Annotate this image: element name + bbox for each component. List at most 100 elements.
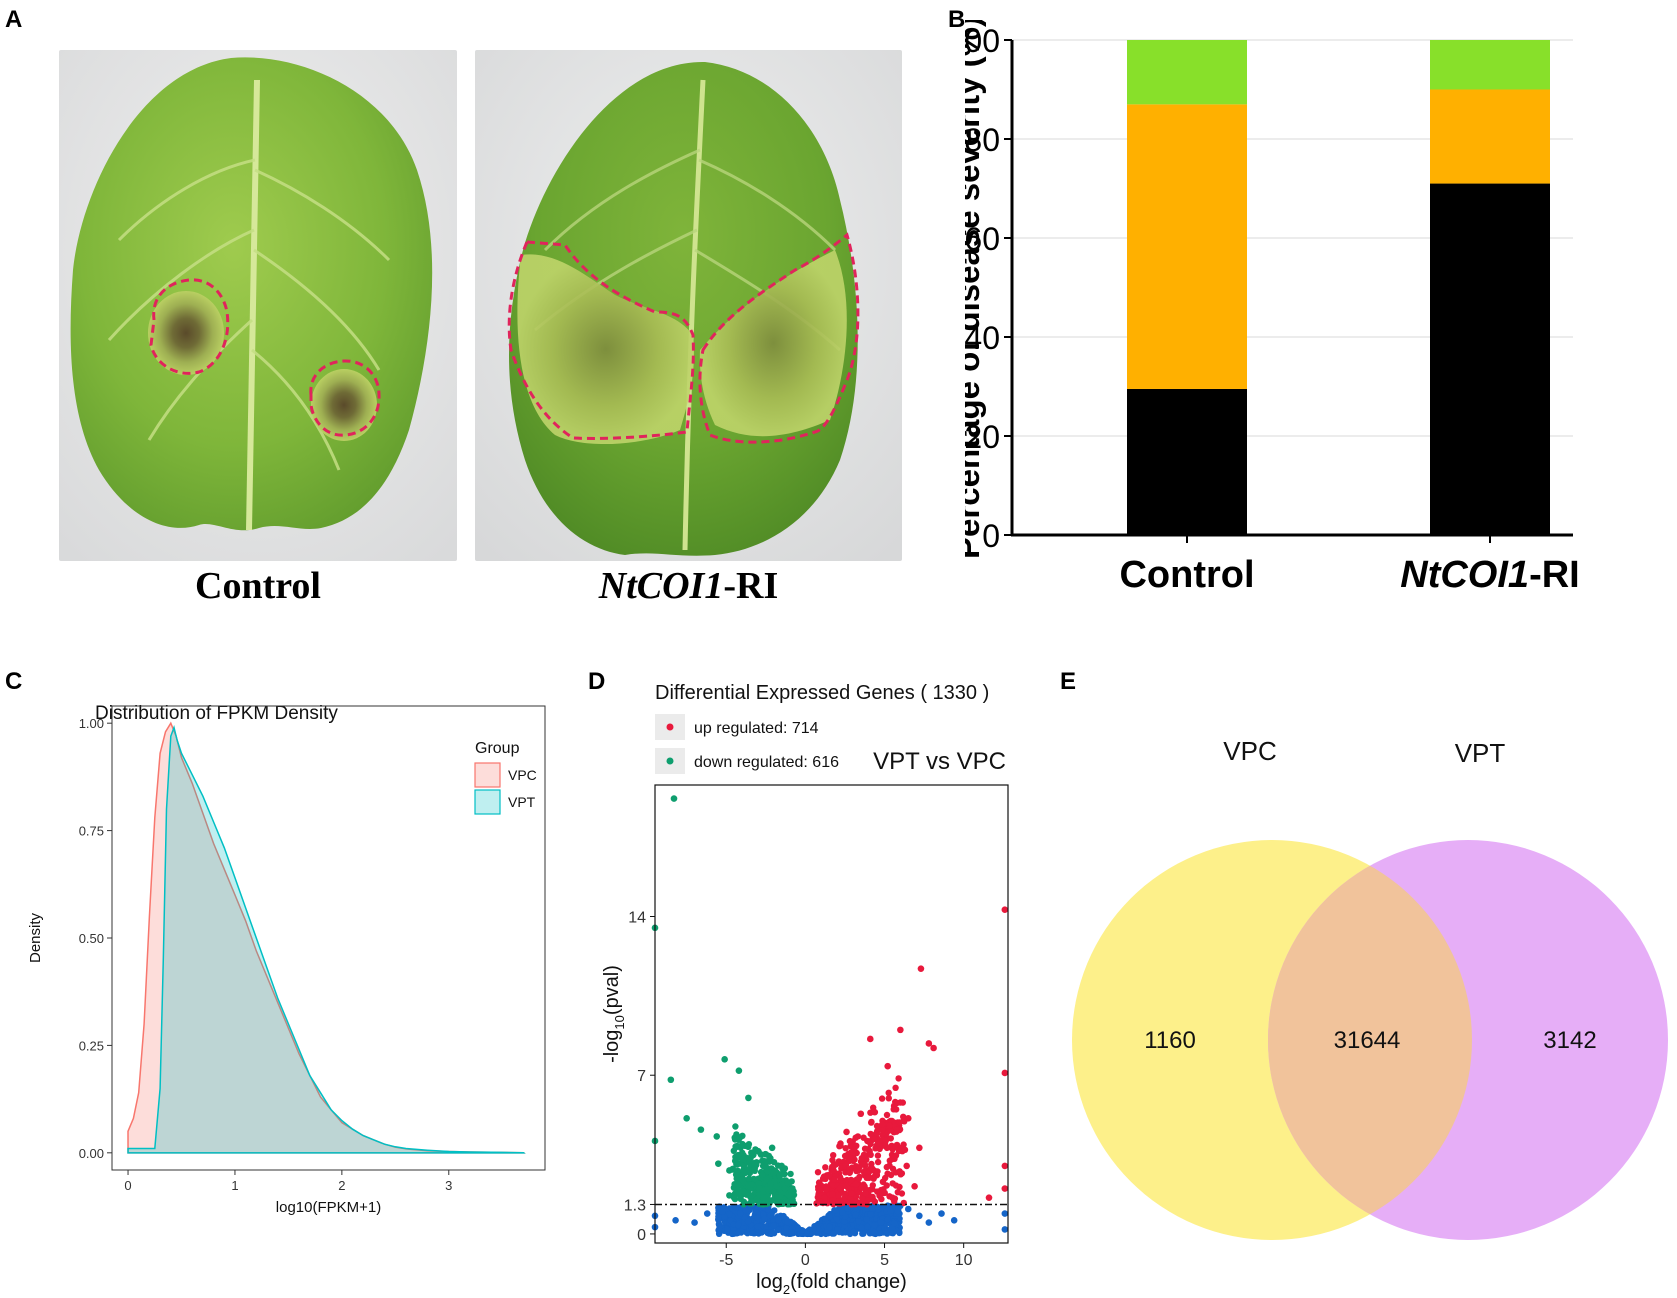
d-point-down	[768, 1144, 776, 1152]
d-point-ns	[742, 1207, 750, 1214]
d-point-up	[1001, 1162, 1009, 1170]
d-point-down	[787, 1170, 794, 1178]
d-point-down	[697, 1126, 705, 1133]
d-point-ns	[734, 1229, 742, 1237]
d-point-up	[883, 1111, 891, 1119]
d-point-up	[858, 1184, 865, 1192]
d-point-down	[751, 1159, 758, 1167]
caption-rnai-suffix: -RI	[723, 565, 779, 607]
d-point-up	[856, 1164, 863, 1171]
d-point-down	[735, 1067, 743, 1074]
d-point-up	[889, 1194, 896, 1201]
d-point-ns	[724, 1226, 731, 1234]
d-point-up	[868, 1118, 875, 1126]
d-point-down	[741, 1168, 748, 1175]
d-point-ns	[904, 1205, 912, 1213]
venn-label-vpc: VPC	[1223, 740, 1276, 766]
venn-count-vpt-only: 3142	[1543, 1027, 1596, 1054]
d-point-up	[881, 1189, 888, 1197]
d-point-up	[885, 1089, 892, 1096]
d-point-up	[866, 1174, 873, 1181]
d-point-up	[879, 1178, 887, 1186]
d-point-ns	[834, 1226, 841, 1233]
d-point-up	[831, 1176, 838, 1183]
d-point-up	[882, 1141, 889, 1149]
c-y-tick-label: 0.75	[79, 824, 104, 839]
d-point-ns	[826, 1223, 833, 1231]
d-point-up	[889, 1180, 896, 1187]
d-point-down	[778, 1162, 785, 1170]
d-point-ns	[855, 1218, 862, 1225]
d-point-down	[753, 1196, 760, 1204]
panel-c-label: C	[5, 668, 23, 695]
d-point-down	[726, 1167, 733, 1174]
d-x-label-post: (fold change)	[790, 1271, 907, 1293]
d-point-ns	[784, 1218, 791, 1226]
fpkm-density-chart: Distribution of FPKM Density 0 1 2 3 0.00 0.2…	[27, 703, 546, 1216]
d-point-down	[738, 1142, 745, 1150]
d-point-down	[745, 1094, 752, 1102]
c-density-areas	[127, 721, 526, 1154]
d-point-ns	[768, 1230, 775, 1237]
d-point-ns	[890, 1219, 898, 1227]
d-point-up	[846, 1137, 854, 1145]
c-y-tick-label: 0.50	[79, 931, 104, 946]
d-point-up	[829, 1156, 836, 1164]
c-legend: Group VPC VPT	[474, 740, 537, 815]
d-point-down	[770, 1169, 778, 1177]
volcano-chart: Differential Expressed Genes ( 1330 ) up…	[601, 682, 1009, 1297]
d-point-down	[767, 1180, 774, 1188]
d-point-up	[867, 1130, 874, 1138]
d-point-down	[763, 1176, 770, 1183]
d-point-ns	[754, 1214, 761, 1222]
c-y-tick-label: 1.00	[79, 716, 104, 731]
c-x-tick-label: 3	[445, 1178, 452, 1193]
d-y-tick-label: 1.3	[624, 1197, 646, 1214]
d-point-down	[670, 795, 678, 802]
d-y-label-post: (pval)	[601, 965, 623, 1015]
d-point-up	[842, 1145, 849, 1152]
c-title: Distribution of FPKM Density	[95, 703, 338, 724]
d-point-down	[748, 1181, 755, 1188]
d-point-up	[893, 1099, 901, 1107]
d-point-up	[884, 1062, 891, 1070]
d-point-up	[869, 1182, 876, 1189]
d-point-down	[757, 1151, 765, 1158]
b-y-ticks: 0 20 40 60 80 100	[965, 23, 1012, 554]
d-point-down	[756, 1185, 763, 1192]
d-point-ns	[775, 1216, 782, 1224]
d-point-up	[814, 1169, 822, 1176]
d-x-tick-label: -5	[719, 1252, 733, 1269]
panel-e-label: E	[1060, 668, 1077, 695]
c-x-axis-label: log10(FPKM+1)	[276, 1199, 381, 1216]
d-ticks: -5 0 5 10 0 1.3 7 14	[624, 910, 973, 1269]
d-point-up	[886, 1122, 893, 1129]
d-point-down	[746, 1157, 753, 1164]
d-point-ns	[871, 1222, 878, 1229]
d-point-ns	[938, 1210, 945, 1217]
d-point-up	[866, 1035, 874, 1043]
d-point-up	[868, 1164, 876, 1172]
d-point-up	[815, 1186, 822, 1193]
d-point-ns	[815, 1229, 822, 1236]
d-point-ns	[850, 1228, 857, 1235]
d-point-up	[847, 1194, 854, 1202]
d-point-down	[786, 1192, 793, 1199]
d-point-up	[847, 1176, 855, 1184]
d-point-up	[873, 1130, 880, 1137]
b-bar-segment	[1430, 40, 1550, 90]
d-point-down	[745, 1189, 752, 1197]
d-points	[651, 795, 1009, 1238]
d-point-up	[846, 1169, 854, 1177]
b-y-tick-label: 60	[965, 221, 1000, 257]
d-point-ns	[852, 1211, 859, 1218]
d-point-down	[732, 1144, 739, 1151]
panel-d-label: D	[588, 668, 606, 695]
b-y-tick-label: 80	[965, 122, 1000, 158]
d-point-down	[740, 1162, 748, 1169]
b-y-tick-label: 100	[965, 23, 1000, 59]
d-point-down	[726, 1192, 733, 1199]
d-point-down	[715, 1160, 722, 1167]
b-bar-segment	[1430, 89, 1550, 184]
b-bar-segment	[1430, 183, 1550, 536]
